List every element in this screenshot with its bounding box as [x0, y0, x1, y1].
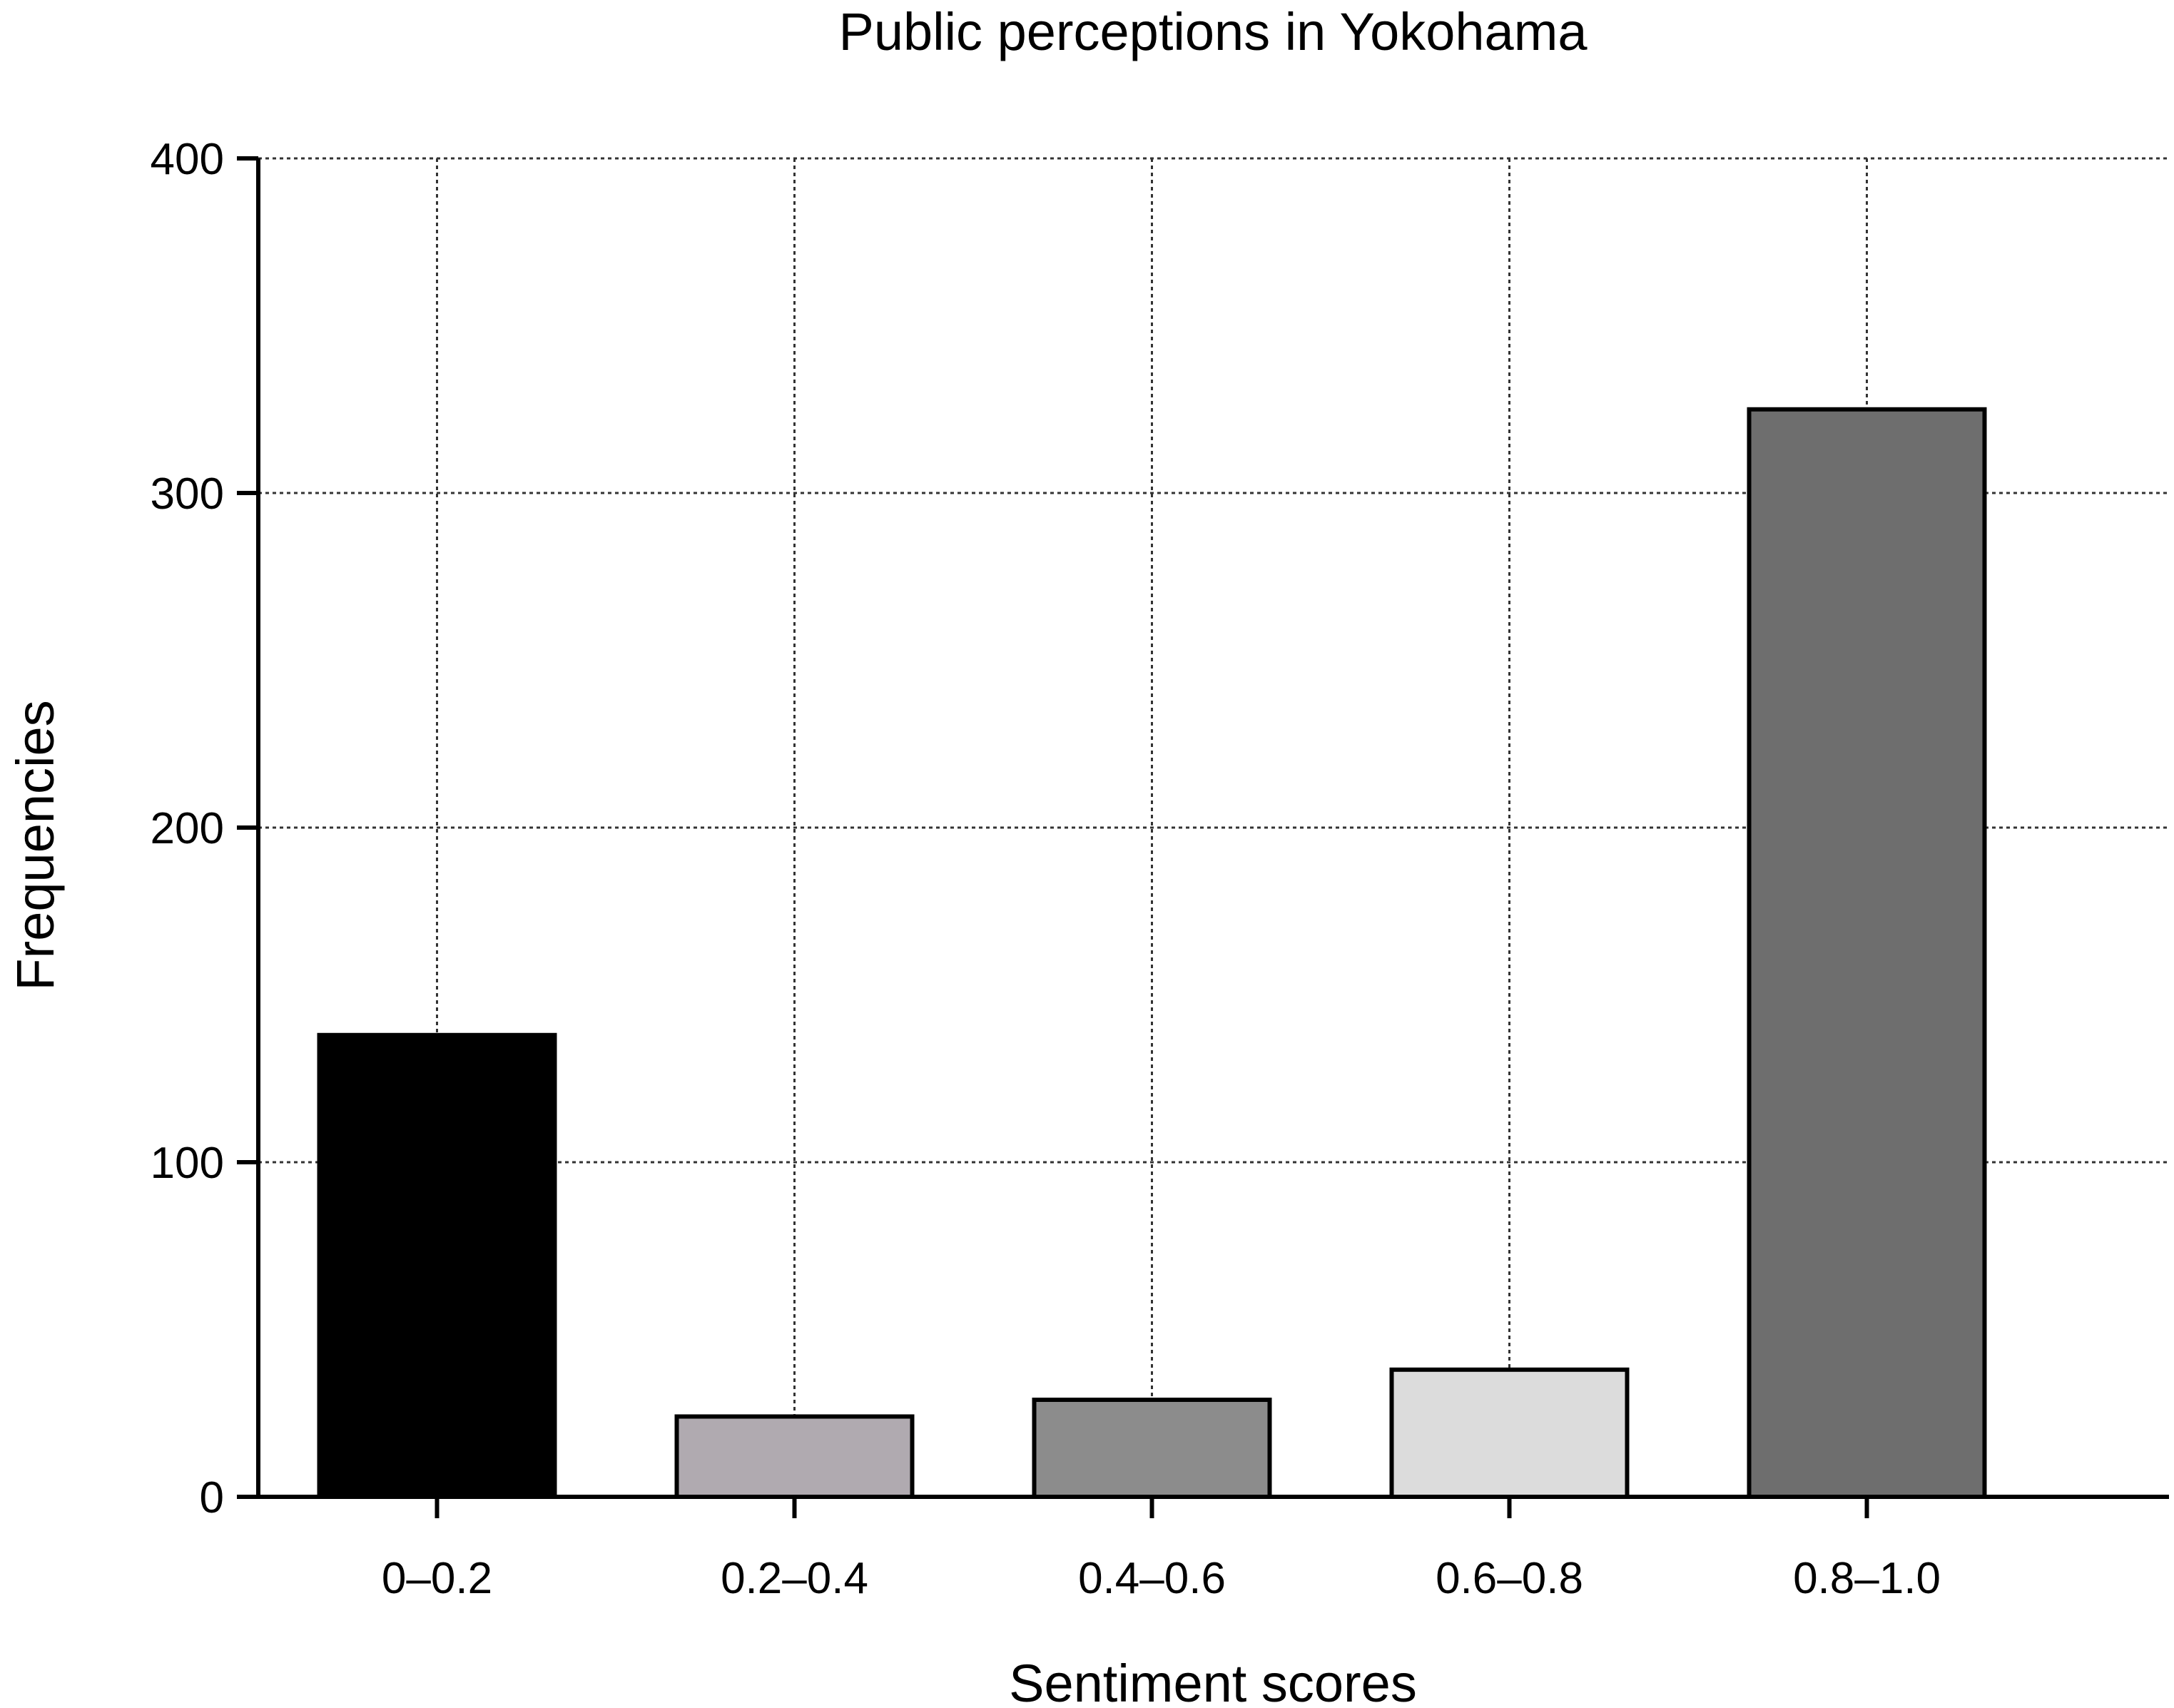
x-axis-label: Sentiment scores — [1009, 1654, 1417, 1708]
x-tick-label: 0–0.2 — [382, 1554, 492, 1603]
y-ticks: 0 100 200 300 400 — [151, 135, 258, 1523]
bars — [317, 407, 1987, 1500]
y-tick-label: 400 — [151, 135, 224, 184]
bar-1 — [317, 1032, 557, 1499]
y-tick-label: 300 — [151, 469, 224, 519]
y-tick-label: 0 — [200, 1473, 224, 1523]
chart-title: Public perceptions in Yokohama — [838, 2, 1588, 61]
bar-4 — [1389, 1367, 1630, 1500]
x-tick-label: 0.4–0.6 — [1078, 1554, 1226, 1603]
bar-5 — [1747, 407, 1987, 1499]
y-axis-label: Frequencies — [6, 700, 65, 990]
y-tick-label: 200 — [151, 804, 224, 853]
x-tick-label: 0.6–0.8 — [1436, 1554, 1583, 1603]
bar-3 — [1032, 1397, 1272, 1499]
x-tick-label: 0.2–0.4 — [721, 1554, 868, 1603]
x-tick-label: 0.8–1.0 — [1793, 1554, 1941, 1603]
y-tick-label: 100 — [151, 1139, 224, 1188]
x-ticks: 0–0.2 0.2–0.4 0.4–0.6 0.6–0.8 0.8–1.0 — [382, 1497, 1941, 1603]
bar-2 — [674, 1414, 915, 1499]
